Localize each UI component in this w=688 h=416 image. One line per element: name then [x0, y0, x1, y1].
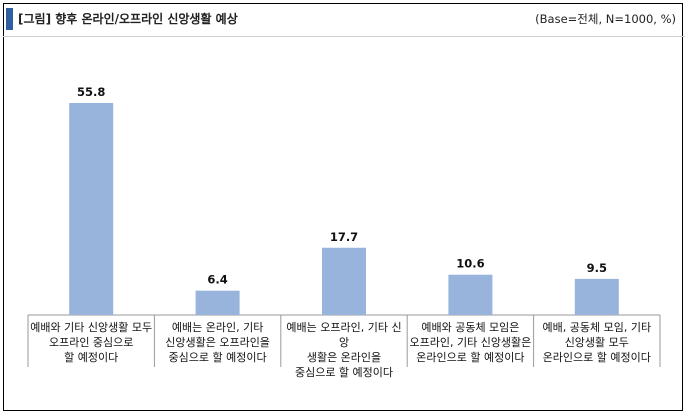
data-label: 6.4: [207, 273, 227, 287]
data-label: 9.5: [587, 261, 607, 275]
header-divider: [3, 36, 685, 37]
chart-title: [그림] 향후 온라인/오프라인 신앙생활 예상: [18, 12, 238, 26]
title-accent-bar: [6, 8, 13, 30]
data-label: 10.6: [456, 257, 484, 271]
base-note: (Base=전체, N=1000, %): [535, 12, 676, 26]
data-label: 55.8: [77, 85, 105, 99]
chart-frame: [3, 3, 683, 411]
data-label: 17.7: [330, 230, 358, 244]
bar: [574, 278, 619, 315]
bar: [322, 247, 366, 315]
bar: [69, 103, 114, 315]
bar: [448, 274, 493, 315]
bar: [195, 290, 240, 315]
